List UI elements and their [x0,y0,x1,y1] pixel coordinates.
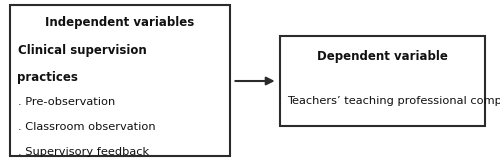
FancyBboxPatch shape [10,5,230,156]
Text: Teachers’ teaching professional competency: Teachers’ teaching professional competen… [288,96,500,106]
Text: practices: practices [18,71,78,84]
Text: . Supervisory feedback: . Supervisory feedback [18,147,148,157]
Text: . Pre-observation: . Pre-observation [18,97,115,107]
Text: Dependent variable: Dependent variable [317,50,448,63]
Text: Clinical supervision: Clinical supervision [18,44,146,57]
FancyBboxPatch shape [280,36,485,126]
Text: . Classroom observation: . Classroom observation [18,122,155,132]
Text: Independent variables: Independent variables [46,16,195,29]
